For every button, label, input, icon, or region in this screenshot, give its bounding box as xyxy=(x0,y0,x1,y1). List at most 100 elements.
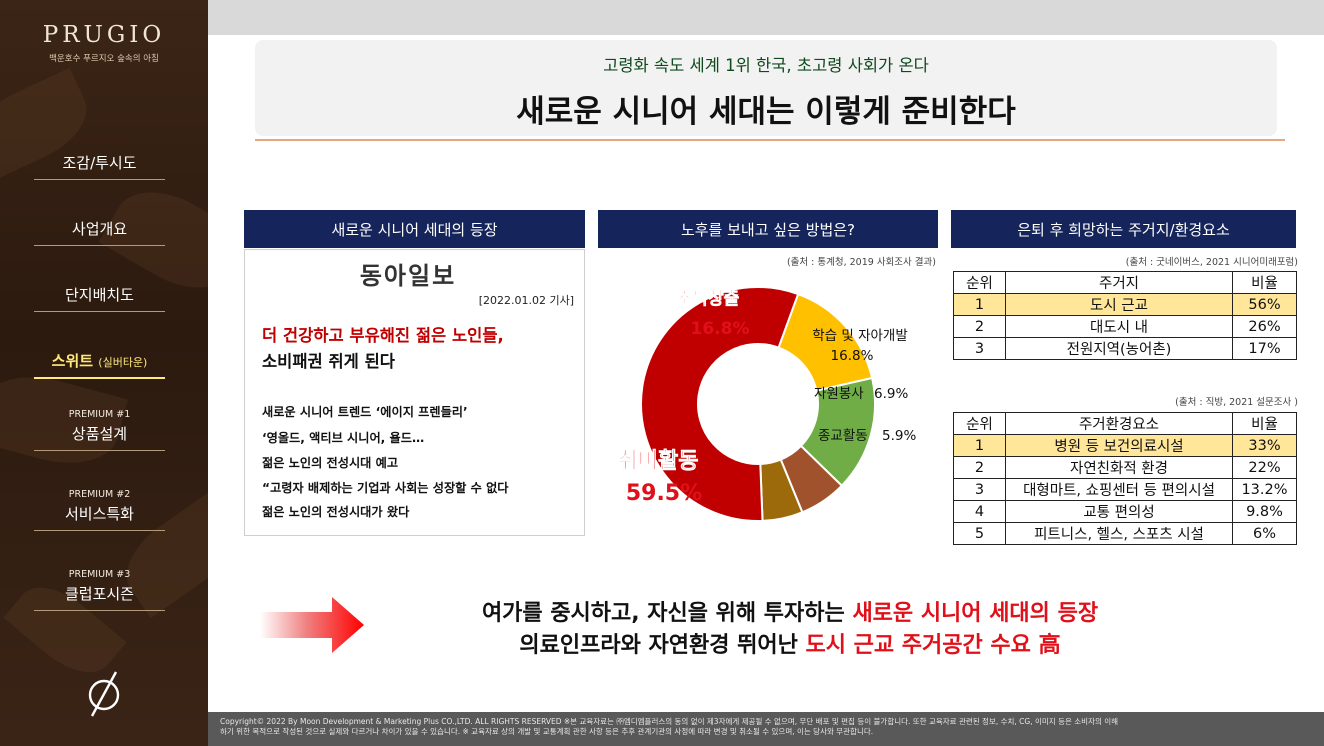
table-row: 2 자연친화적 환경 22% xyxy=(953,456,1297,479)
slice-value-label: 59.5% xyxy=(626,481,702,506)
table-cell: 피트니스, 헬스, 스포츠 시설 xyxy=(1005,522,1233,545)
donut-slice-4 xyxy=(640,286,800,522)
table-cell: 병원 등 보건의료시설 xyxy=(1005,434,1233,457)
slice-label: 종교활동 xyxy=(818,428,868,444)
table-row: 2 대도시 내 26% xyxy=(953,315,1297,338)
table-row: 3 전원지역(농어촌) 17% xyxy=(953,337,1297,360)
table-header-row: 순위 주거환경요소 비율 xyxy=(953,412,1297,435)
nav-item-project-overview[interactable]: 사업개요 xyxy=(34,218,165,246)
footer-line: Copyright© 2022 By Moon Development & Ma… xyxy=(220,717,1119,726)
table-row: 1 도시 근교 56% xyxy=(953,293,1297,316)
donut-chart: 소득창출 16.8% 학습 및 자아개발 16.8% 자원봉사 6.9% 종교활동 5.9% 취… xyxy=(617,286,916,522)
table-cell: 자연친화적 환경 xyxy=(1005,456,1233,479)
slice-label: 취미활동 xyxy=(618,449,699,474)
brand-logo[interactable]: PRUGIO xyxy=(42,22,166,48)
news-panel-title: 새로운 시니어 세대의 등장 xyxy=(244,210,585,248)
table-cell: 13.2% xyxy=(1232,478,1297,501)
nav-item-premium-3[interactable]: PREMIUM #3 클럽포시즌 xyxy=(34,569,165,611)
page-subtitle: 고령화 속도 세계 1위 한국, 초고령 사회가 온다 xyxy=(603,56,929,75)
header-box xyxy=(255,40,1277,136)
column-header: 비율 xyxy=(1232,412,1297,435)
summary-highlight: 새로운 시니어 세대의 등장 xyxy=(852,601,1099,626)
table-cell: 26% xyxy=(1232,315,1297,338)
housing-source: (출처 : 굿네이버스, 2021 시니어미래포럼) xyxy=(1125,257,1298,268)
table-cell: 2 xyxy=(953,456,1006,479)
nav-item-sublabel: (실버타운) xyxy=(98,356,148,369)
footer-line: 하기 위한 목적으로 작성된 것으로 실제와 다르거나 차이가 있을 수 있습니… xyxy=(220,727,874,736)
news-article-box: 동아일보 [2022.01.02 기사] 더 건강하고 부유해진 젊은 노인들,… xyxy=(244,249,585,536)
nav-item-site-plan[interactable]: 단지배치도 xyxy=(34,284,165,312)
nav-item-suite[interactable]: 스위트 (실버타운) xyxy=(34,350,165,379)
table-header-row: 순위 주거지 비율 xyxy=(953,271,1297,294)
column-header: 비율 xyxy=(1232,271,1297,294)
sidebar: PRUGIO 백운호수 푸르지오 숲속의 아침 조감/투시도 사업개요 단지배치… xyxy=(0,0,208,746)
slice-value-label: 6.9% xyxy=(874,386,908,402)
brand-emblem-icon xyxy=(88,671,120,717)
table-cell: 2 xyxy=(953,315,1006,338)
table-cell: 대도시 내 xyxy=(1005,315,1233,338)
table-cell: 1 xyxy=(953,293,1006,316)
right-arrow-icon xyxy=(260,597,364,653)
table-cell: 대형마트, 쇼핑센터 등 편의시설 xyxy=(1005,478,1233,501)
summary-line-1: 여가를 중시하고, 자신을 위해 투자하는 새로운 시니어 세대의 등장 xyxy=(370,595,1210,627)
table-row: 1 병원 등 보건의료시설 33% xyxy=(953,434,1297,457)
brand-tagline: 백운호수 푸르지오 숲속의 아침 xyxy=(49,54,159,64)
nav-item-aerial-view[interactable]: 조감/투시도 xyxy=(34,152,165,180)
top-bar xyxy=(208,0,1324,35)
article-line: ‘영올드, 액티브 시니어, 욜드… xyxy=(262,431,425,445)
article-line: 젊은 노인의 전성시대 예고 xyxy=(262,456,399,470)
article-line: 젊은 노인의 전성시대가 왔다 xyxy=(262,505,410,519)
article-headline-2: 소비패권 쥐게 된다 xyxy=(262,352,395,371)
newspaper-logo: 동아일보 xyxy=(359,262,457,290)
nav-item-label: 상품설계 xyxy=(71,425,128,443)
housing-table: 순위 주거지 비율 1 도시 근교 56% 2 대도시 내 26% 3 전원지역… xyxy=(953,271,1297,360)
nav-item-premium-1[interactable]: PREMIUM #1 상품설계 xyxy=(34,409,165,451)
nav-item-premium-tag: PREMIUM #2 xyxy=(68,489,131,500)
table-cell: 22% xyxy=(1232,456,1297,479)
header-divider xyxy=(255,139,1285,141)
table-cell: 6% xyxy=(1232,522,1297,545)
summary-text: 의료인프라와 자연환경 뛰어난 xyxy=(519,633,806,658)
article-headline: 더 건강하고 부유해진 젊은 노인들, xyxy=(262,326,504,345)
table-cell: 3 xyxy=(953,478,1006,501)
nav-item-label: 조감/투시도 xyxy=(62,154,137,172)
column-header: 주거환경요소 xyxy=(1005,412,1233,435)
environment-source: (출처 : 직방, 2021 설문조사 ) xyxy=(1175,397,1298,408)
chart-source: (출처 : 통계청, 2019 사회조사 결과) xyxy=(786,257,936,268)
chart-panel-title: 노후를 보내고 싶은 방법은? xyxy=(598,210,938,248)
nav-item-premium-tag: PREMIUM #3 xyxy=(68,569,131,580)
column-header: 주거지 xyxy=(1005,271,1233,294)
nav-item-premium-2[interactable]: PREMIUM #2 서비스특화 xyxy=(34,489,165,531)
environment-table: 순위 주거환경요소 비율 1 병원 등 보건의료시설 33% 2 자연친화적 환… xyxy=(953,412,1297,545)
summary-line-2: 의료인프라와 자연환경 뛰어난 도시 근교 주거공간 수요 高 xyxy=(370,627,1210,659)
nav-item-label: 단지배치도 xyxy=(64,286,134,304)
nav-item-premium-tag: PREMIUM #1 xyxy=(68,409,131,420)
table-cell: 5 xyxy=(953,522,1006,545)
table-row: 5 피트니스, 헬스, 스포츠 시설 6% xyxy=(953,522,1297,545)
table-cell: 4 xyxy=(953,500,1006,523)
slice-label: 소득창출 xyxy=(677,289,740,309)
slice-value-label: 16.8% xyxy=(691,319,750,339)
article-date: [2022.01.02 기사] xyxy=(478,294,574,307)
slice-value-label: 16.8% xyxy=(831,348,874,364)
page-title: 새로운 시니어 세대는 이렇게 준비한다 xyxy=(516,94,1016,130)
column-header: 순위 xyxy=(953,271,1006,294)
table-cell: 9.8% xyxy=(1232,500,1297,523)
article-line: 새로운 시니어 트렌드 ‘에이지 프렌들리’ xyxy=(262,405,468,419)
table-cell: 56% xyxy=(1232,293,1297,316)
footer-disclaimer: Copyright© 2022 By Moon Development & Ma… xyxy=(208,712,1324,746)
summary-text: 여가를 중시하고, 자신을 위해 투자하는 xyxy=(481,601,853,626)
nav-item-label: 사업개요 xyxy=(71,220,128,238)
table-cell: 33% xyxy=(1232,434,1297,457)
nav-item-label: 서비스특화 xyxy=(64,505,134,523)
article-line: “고령자 배제하는 기업과 사회는 성장할 수 없다 xyxy=(262,481,509,495)
column-header: 순위 xyxy=(953,412,1006,435)
table-cell: 교통 편의성 xyxy=(1005,500,1233,523)
table-cell: 1 xyxy=(953,434,1006,457)
table-row: 4 교통 편의성 9.8% xyxy=(953,500,1297,523)
nav-item-label: 클럽포시즌 xyxy=(64,585,134,603)
nav-item-label: 스위트 xyxy=(51,352,94,370)
slice-value-label: 5.9% xyxy=(882,428,916,444)
slice-label: 학습 및 자아개발 xyxy=(812,328,908,344)
table-cell: 도시 근교 xyxy=(1005,293,1233,316)
